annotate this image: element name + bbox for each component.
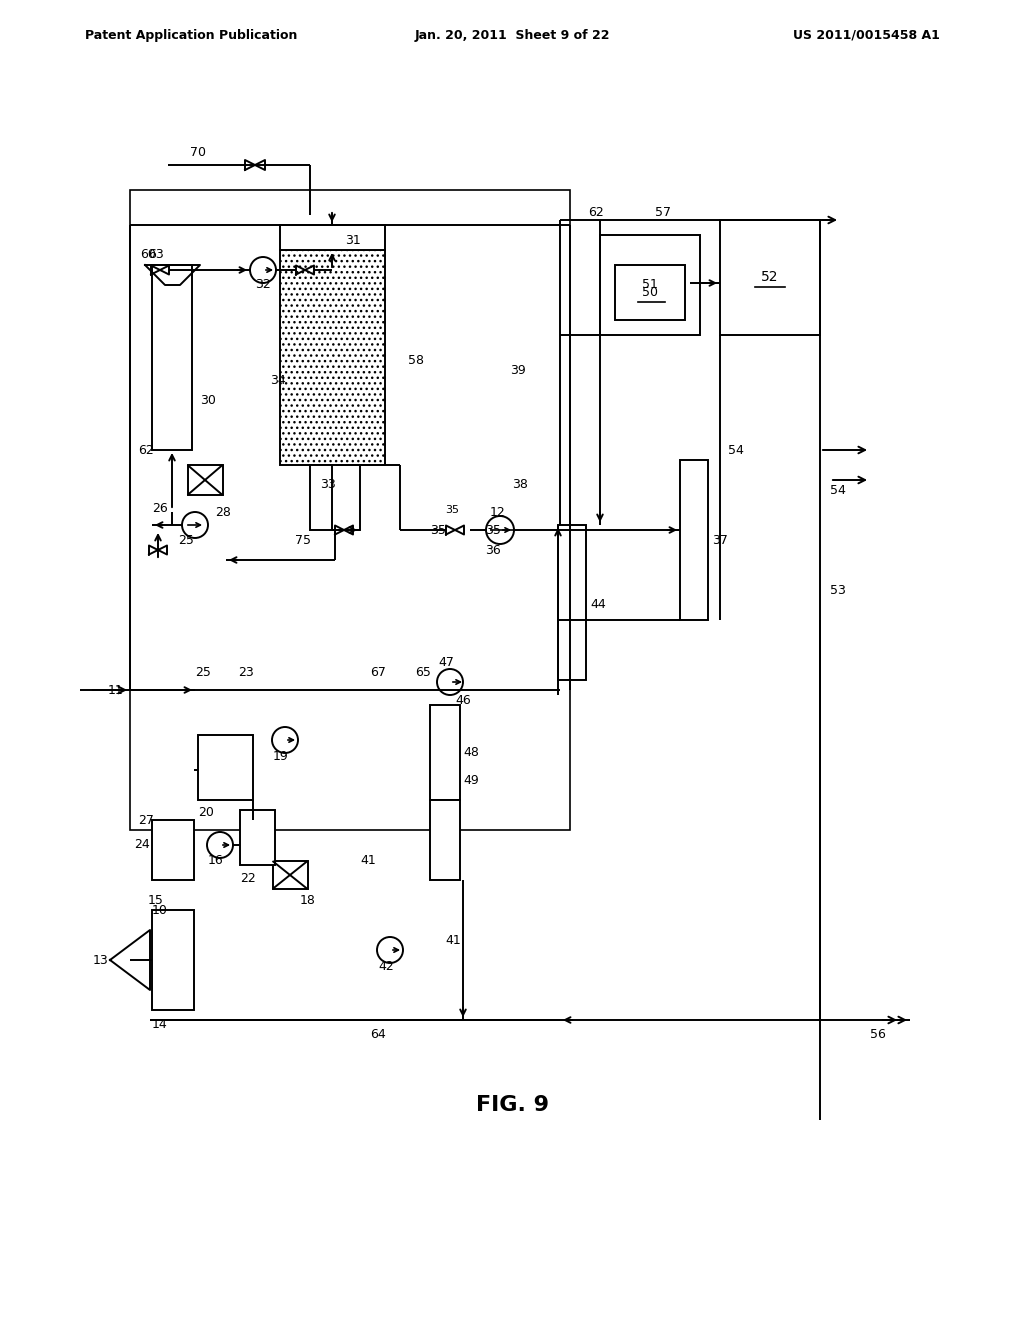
Bar — [130, 190, 570, 830]
Text: 10: 10 — [152, 903, 168, 916]
Text: Patent Application Publication: Patent Application Publication — [85, 29, 297, 41]
Text: Jan. 20, 2011  Sheet 9 of 22: Jan. 20, 2011 Sheet 9 of 22 — [415, 29, 609, 41]
Text: 16: 16 — [208, 854, 224, 867]
Text: 35: 35 — [430, 524, 445, 536]
Text: 63: 63 — [148, 248, 164, 261]
Text: 56: 56 — [870, 1028, 886, 1041]
Text: 19: 19 — [273, 750, 289, 763]
Text: 70: 70 — [190, 145, 206, 158]
Text: 47: 47 — [438, 656, 454, 668]
Text: US 2011/0015458 A1: US 2011/0015458 A1 — [794, 29, 940, 41]
Text: 46: 46 — [455, 693, 471, 706]
Circle shape — [250, 257, 276, 282]
Text: 24: 24 — [134, 838, 150, 851]
Text: 48: 48 — [463, 747, 479, 759]
Circle shape — [272, 727, 298, 752]
Bar — [152, 265, 193, 450]
Text: 51: 51 — [642, 279, 658, 292]
Text: 34: 34 — [270, 374, 286, 387]
Text: 32: 32 — [255, 279, 270, 292]
Text: 15: 15 — [148, 894, 164, 907]
Text: 38: 38 — [512, 479, 528, 491]
Text: 58: 58 — [408, 354, 424, 367]
Text: 50: 50 — [642, 286, 658, 300]
Bar — [430, 705, 460, 800]
Circle shape — [207, 832, 233, 858]
Circle shape — [437, 669, 463, 696]
Text: 22: 22 — [240, 871, 256, 884]
Text: 27: 27 — [138, 813, 154, 826]
Circle shape — [486, 516, 514, 544]
Text: 75: 75 — [295, 533, 311, 546]
Text: 25: 25 — [178, 533, 194, 546]
Circle shape — [377, 937, 403, 964]
Bar — [272, 861, 307, 888]
Bar — [430, 800, 460, 880]
Text: 36: 36 — [485, 544, 501, 557]
Text: 41: 41 — [445, 933, 461, 946]
Bar — [280, 249, 385, 465]
Bar — [615, 265, 685, 319]
Text: 54: 54 — [728, 444, 743, 457]
Circle shape — [182, 512, 208, 539]
Text: 35: 35 — [485, 524, 501, 536]
Text: 39: 39 — [510, 363, 525, 376]
Text: 23: 23 — [238, 665, 254, 678]
Bar — [152, 820, 194, 880]
Bar — [600, 235, 700, 335]
Text: 64: 64 — [370, 1028, 386, 1041]
Text: 57: 57 — [655, 206, 671, 219]
Text: 65: 65 — [415, 665, 431, 678]
Text: 60: 60 — [140, 248, 156, 261]
Text: 52: 52 — [761, 271, 778, 284]
Bar — [680, 459, 708, 620]
Text: 33: 33 — [319, 479, 336, 491]
Text: FIG. 9: FIG. 9 — [475, 1096, 549, 1115]
Bar — [720, 220, 820, 335]
Bar — [187, 465, 222, 495]
Text: 53: 53 — [830, 583, 846, 597]
Text: 11: 11 — [108, 684, 124, 697]
Bar — [310, 465, 360, 531]
Text: 26: 26 — [152, 502, 168, 515]
Text: 49: 49 — [463, 774, 479, 787]
Text: 31: 31 — [345, 234, 360, 247]
Bar — [198, 735, 253, 800]
Bar — [240, 810, 275, 865]
Text: 20: 20 — [198, 805, 214, 818]
Text: 62: 62 — [588, 206, 604, 219]
Text: 14: 14 — [152, 1019, 168, 1031]
Text: 28: 28 — [215, 506, 230, 519]
Text: 54: 54 — [830, 483, 846, 496]
Text: 67: 67 — [370, 665, 386, 678]
Text: 35: 35 — [445, 506, 459, 515]
Bar — [558, 525, 586, 680]
Bar — [280, 224, 385, 249]
Text: 62: 62 — [138, 444, 154, 457]
Text: 18: 18 — [300, 894, 315, 907]
Text: 30: 30 — [200, 393, 216, 407]
Text: 41: 41 — [360, 854, 376, 866]
Text: 12: 12 — [490, 506, 506, 519]
Text: 13: 13 — [93, 953, 109, 966]
Text: 25: 25 — [195, 665, 211, 678]
Text: 37: 37 — [712, 533, 728, 546]
Text: 44: 44 — [590, 598, 606, 611]
Text: 42: 42 — [378, 960, 394, 973]
Bar — [152, 909, 194, 1010]
